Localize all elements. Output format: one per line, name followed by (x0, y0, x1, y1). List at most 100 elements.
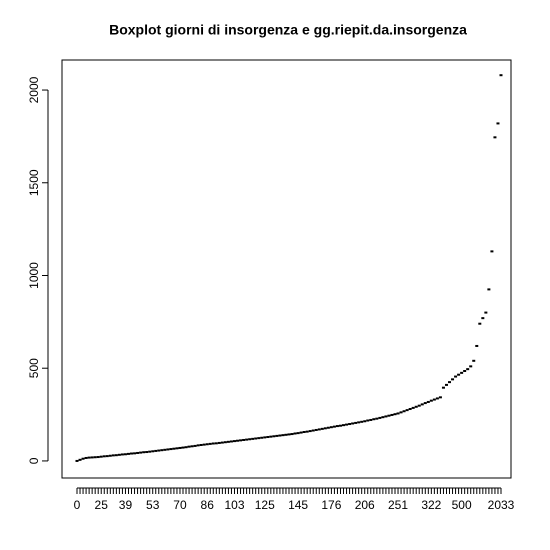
box (220, 441, 224, 444)
box (263, 436, 267, 439)
box (384, 415, 388, 418)
box (317, 428, 321, 431)
box (93, 456, 97, 459)
box (432, 398, 436, 401)
box (90, 456, 94, 459)
box (399, 411, 403, 414)
box (145, 451, 149, 454)
box (435, 397, 439, 400)
x-tick-label: 500 (452, 498, 472, 512)
box (338, 424, 342, 427)
box (375, 417, 379, 420)
box (154, 449, 158, 452)
box (426, 400, 430, 403)
box (217, 441, 221, 444)
y-tick-label: 2000 (27, 76, 41, 103)
box (120, 453, 124, 456)
x-tick-label: 2033 (488, 498, 515, 512)
box (326, 426, 330, 429)
box (414, 405, 418, 408)
box (451, 378, 455, 381)
box (272, 435, 276, 438)
box (278, 434, 282, 437)
box (205, 443, 209, 446)
box (196, 444, 200, 447)
box (478, 322, 482, 325)
x-tick-label: 251 (388, 498, 408, 512)
box (390, 413, 394, 416)
y-tick-label: 500 (27, 358, 41, 378)
box (184, 446, 188, 449)
box (357, 421, 361, 424)
box (275, 434, 279, 437)
box (163, 448, 167, 451)
box (114, 454, 118, 457)
box (378, 416, 382, 419)
box (429, 399, 433, 402)
x-tick-label: 322 (421, 498, 441, 512)
box (102, 455, 106, 458)
box (363, 420, 367, 423)
box (484, 311, 488, 314)
box (441, 386, 445, 389)
box (108, 454, 112, 457)
box (126, 452, 130, 455)
box (117, 453, 121, 456)
box (396, 412, 400, 415)
box (314, 428, 318, 431)
box (444, 383, 448, 386)
box (366, 419, 370, 422)
box (166, 448, 170, 451)
box (417, 404, 421, 407)
box (133, 452, 137, 455)
box (139, 451, 143, 454)
box (281, 434, 285, 437)
box (284, 433, 288, 436)
box (387, 414, 391, 417)
box (245, 438, 249, 441)
x-tick-label: 39 (119, 498, 133, 512)
box (199, 443, 203, 446)
box (423, 402, 427, 405)
box (136, 451, 140, 454)
box (311, 429, 315, 432)
box (75, 459, 79, 462)
box (193, 444, 197, 447)
box (81, 457, 85, 460)
box (251, 437, 255, 440)
box (211, 442, 215, 445)
box (105, 455, 109, 458)
box (329, 426, 333, 429)
x-tick-label: 25 (95, 498, 109, 512)
box (481, 317, 485, 320)
box (466, 368, 470, 371)
box (496, 122, 500, 125)
box (351, 422, 355, 425)
box (160, 449, 164, 452)
box (290, 433, 294, 436)
box (457, 373, 461, 376)
box (475, 344, 479, 347)
box (78, 458, 82, 461)
box (123, 453, 127, 456)
box (169, 448, 173, 451)
box (369, 418, 373, 421)
box (302, 431, 306, 434)
box (360, 420, 364, 423)
box (454, 375, 458, 378)
box (175, 447, 179, 450)
box (84, 456, 88, 459)
box (187, 445, 191, 448)
box (99, 455, 103, 458)
box (202, 443, 206, 446)
box (411, 406, 415, 409)
box (287, 433, 291, 436)
box (372, 418, 376, 421)
box (323, 427, 327, 430)
x-tick-label: 53 (146, 498, 160, 512)
box (293, 432, 297, 435)
box (223, 441, 227, 444)
box (308, 430, 312, 433)
x-tick-label: 86 (201, 498, 215, 512)
box (299, 431, 303, 434)
